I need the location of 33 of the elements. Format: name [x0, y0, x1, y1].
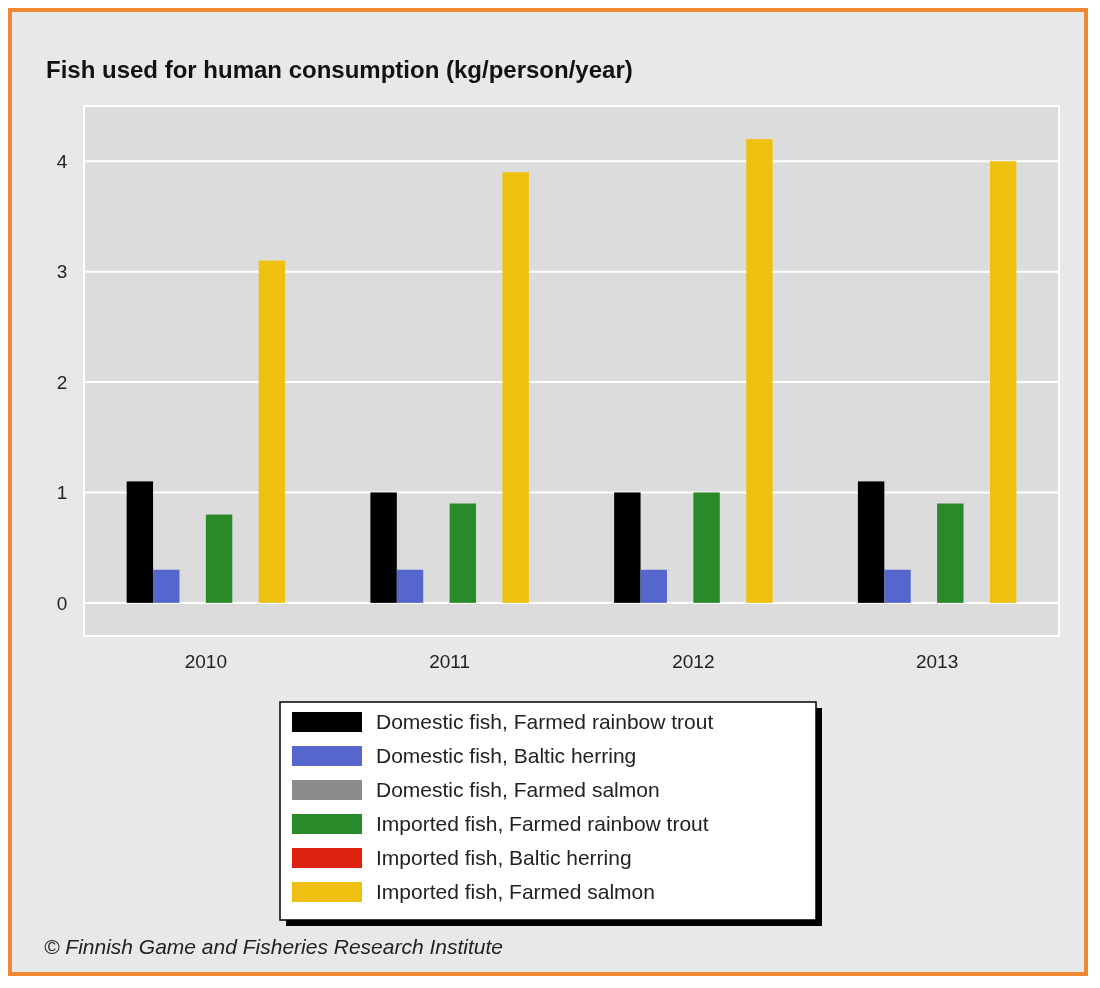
bar: [370, 492, 397, 603]
chart-title: Fish used for human consumption (kg/person/year): [46, 56, 633, 83]
bar: [126, 481, 154, 603]
x-tick-label: 2012: [672, 651, 715, 672]
bar: [205, 514, 233, 603]
legend-label: Imported fish, Farmed salmon: [376, 880, 655, 904]
legend-label: Imported fish, Farmed rainbow trout: [376, 812, 709, 836]
x-tick-label: 2013: [915, 651, 959, 672]
y-tick-label: 0: [56, 592, 68, 614]
bar: [746, 139, 773, 603]
bar: [857, 481, 885, 603]
y-tick-label: 1: [56, 482, 68, 504]
bar: [640, 569, 667, 603]
legend-label: Imported fish, Baltic herring: [376, 846, 632, 870]
x-tick-label: 2011: [429, 651, 471, 672]
bar: [449, 503, 477, 603]
text: © Finnish Game and Fisheries Research Institute: [44, 935, 504, 958]
legend-label: Domestic fish, Farmed rainbow trout: [376, 710, 714, 734]
bar: [989, 161, 1017, 603]
bar: [153, 569, 180, 603]
legend-label: Domestic fish, Baltic herring: [376, 744, 637, 768]
bar: [693, 492, 720, 603]
y-tick-label: 4: [56, 150, 68, 172]
bar: [502, 172, 529, 603]
x-tick-label: 2010: [184, 651, 228, 672]
y-tick-label: 3: [56, 261, 68, 283]
y-tick-label: 2: [56, 371, 68, 393]
bar: [614, 492, 641, 603]
bar: [396, 569, 424, 603]
bar: [884, 569, 911, 603]
bar: [937, 503, 964, 603]
bar: [258, 260, 286, 603]
legend-label: Domestic fish, Farmed salmon: [376, 778, 660, 802]
